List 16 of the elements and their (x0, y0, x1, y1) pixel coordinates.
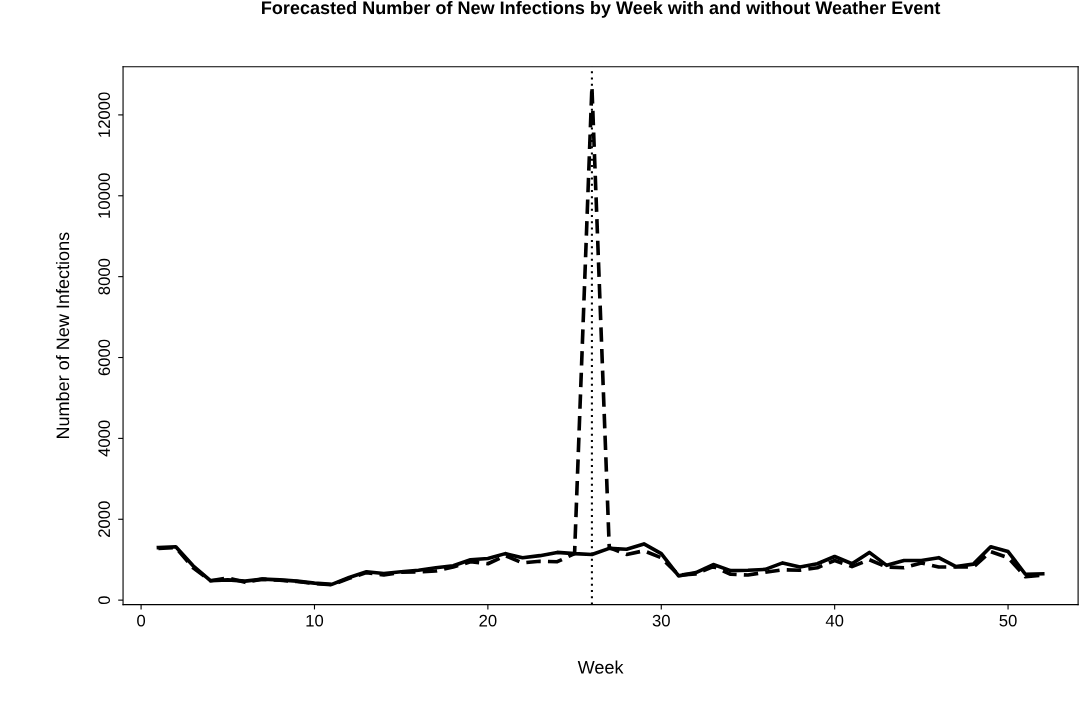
x-tick-label: 10 (306, 614, 324, 627)
x-tick-label: 20 (479, 614, 497, 627)
y-tick-label: 4000 (98, 420, 111, 457)
x-tick-label: 30 (652, 614, 670, 627)
y-axis-title: Number of New Infections (55, 232, 70, 439)
x-tick-label: 50 (999, 614, 1017, 627)
y-tick-label: 0 (98, 596, 111, 605)
x-tick-label: 40 (825, 614, 844, 627)
x-tick-label: 0 (137, 614, 146, 627)
chart-title: Forecasted Number of New Infections by Week with and without Weather Event (262, 0, 941, 18)
y-tick-label: 2000 (98, 501, 111, 537)
y-tick-label: 6000 (98, 339, 111, 376)
x-axis-title: Week (577, 660, 624, 674)
y-tick-label: 10000 (98, 173, 111, 218)
y-tick-label: 12000 (98, 92, 111, 137)
y-tick-label: 8000 (98, 258, 111, 295)
